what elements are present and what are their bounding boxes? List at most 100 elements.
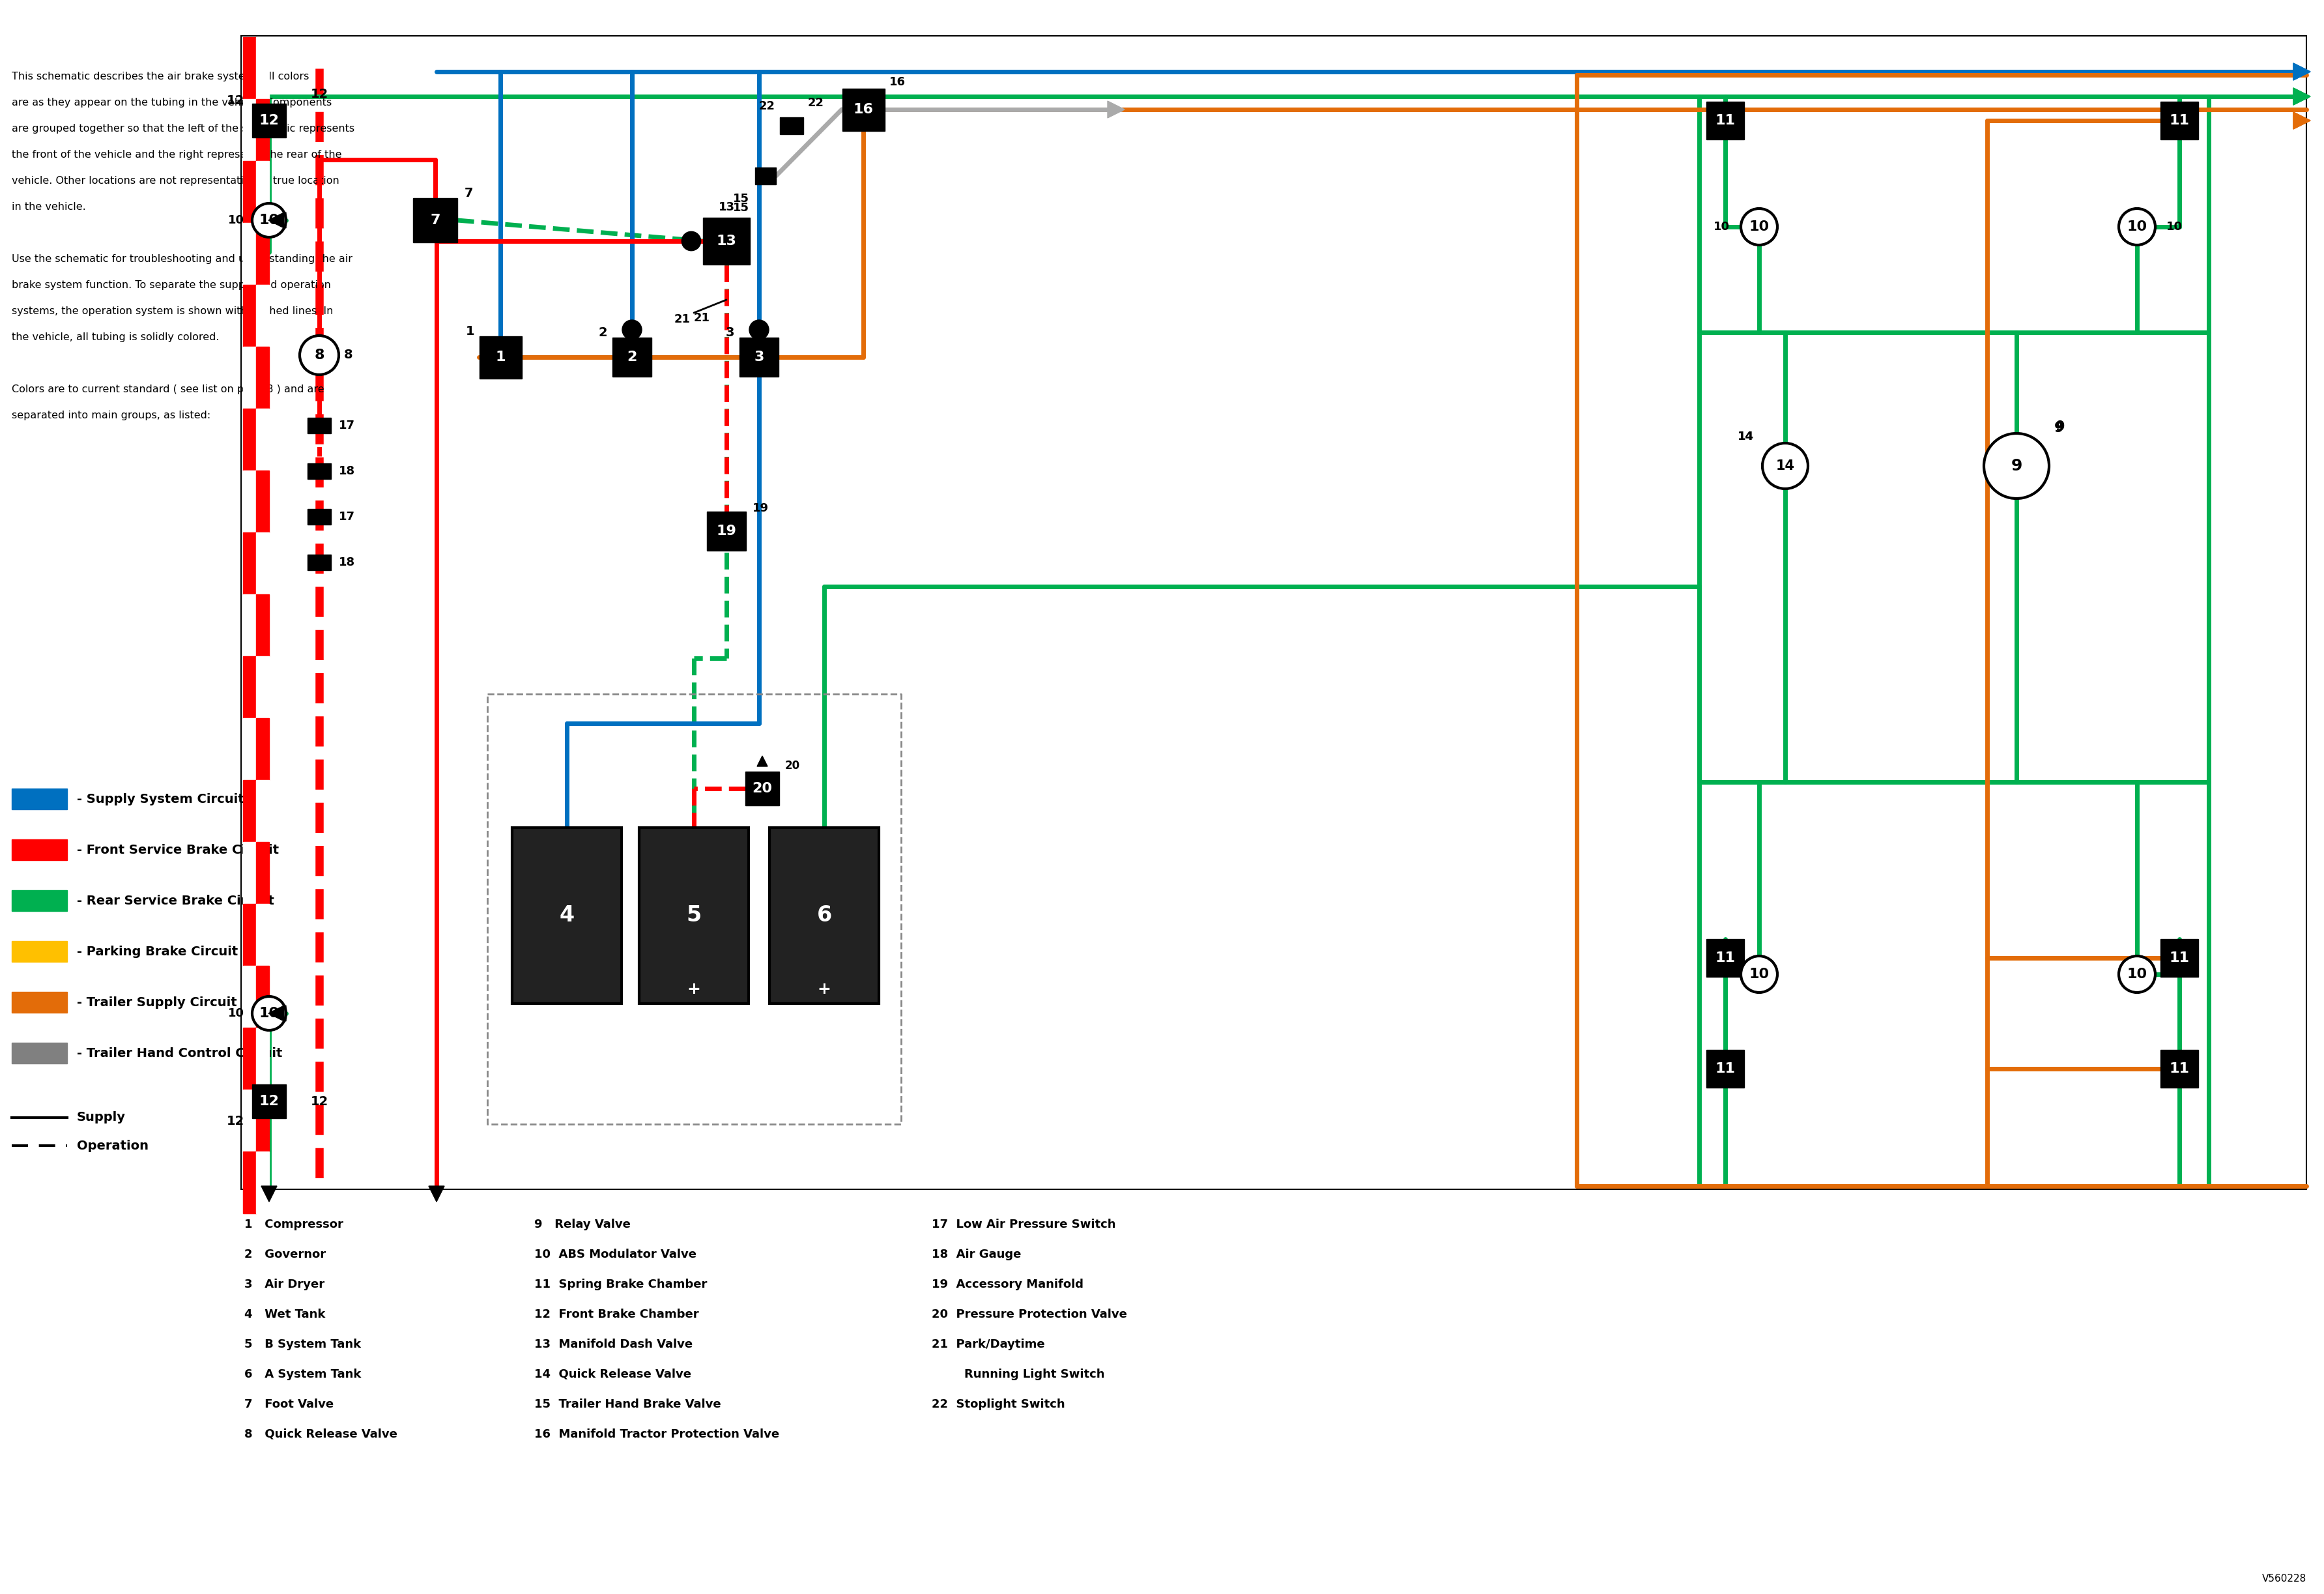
Bar xyxy=(251,1084,286,1119)
Bar xyxy=(639,827,748,1004)
Polygon shape xyxy=(428,1186,444,1202)
Text: 10: 10 xyxy=(2126,968,2147,980)
Circle shape xyxy=(1741,956,1778,993)
Bar xyxy=(244,408,256,470)
Bar xyxy=(244,1151,256,1213)
Bar xyxy=(414,198,458,242)
Text: 15: 15 xyxy=(732,193,748,204)
Polygon shape xyxy=(2294,112,2310,129)
Text: 5: 5 xyxy=(686,905,702,926)
Text: 10: 10 xyxy=(2126,220,2147,233)
Bar xyxy=(244,842,256,904)
Text: Running Light Switch: Running Light Switch xyxy=(932,1369,1104,1380)
Bar xyxy=(244,223,256,285)
Bar xyxy=(307,418,330,434)
Text: 1: 1 xyxy=(465,325,474,338)
Bar xyxy=(746,771,779,805)
Text: 12: 12 xyxy=(225,1114,244,1127)
Text: 12: 12 xyxy=(258,1095,279,1108)
Text: 7: 7 xyxy=(465,186,474,199)
Bar xyxy=(256,470,270,532)
Bar xyxy=(256,99,270,161)
Text: 12: 12 xyxy=(311,88,328,100)
Polygon shape xyxy=(2294,88,2310,105)
Polygon shape xyxy=(2294,64,2310,80)
Text: 22: 22 xyxy=(760,100,776,112)
Text: 10: 10 xyxy=(228,215,244,226)
Text: 11: 11 xyxy=(2168,952,2189,964)
Text: Use the schematic for troubleshooting and understanding the air: Use the schematic for troubleshooting an… xyxy=(12,253,353,265)
Text: 9: 9 xyxy=(2010,457,2022,473)
Text: 10: 10 xyxy=(2166,969,2182,980)
Bar xyxy=(12,840,67,861)
Text: Supply: Supply xyxy=(77,1111,125,1124)
Text: +: + xyxy=(688,982,700,998)
Bar xyxy=(256,779,270,842)
Circle shape xyxy=(251,996,286,1030)
Text: 2   Governor: 2 Governor xyxy=(244,1248,325,1261)
Polygon shape xyxy=(758,756,767,767)
Bar xyxy=(256,1090,270,1151)
Text: 6   A System Tank: 6 A System Tank xyxy=(244,1369,360,1380)
Bar xyxy=(244,595,256,657)
Bar xyxy=(242,35,2305,1189)
Text: 10: 10 xyxy=(1713,222,1729,233)
Bar xyxy=(1706,939,1743,977)
Text: 12: 12 xyxy=(225,94,244,107)
Text: 16: 16 xyxy=(853,104,874,116)
Bar xyxy=(841,89,885,131)
Text: 7: 7 xyxy=(430,214,439,226)
Text: 18: 18 xyxy=(339,556,356,569)
Text: 8: 8 xyxy=(314,349,325,362)
Circle shape xyxy=(1985,434,2050,499)
Bar xyxy=(781,118,804,134)
Text: 15: 15 xyxy=(732,202,748,214)
Text: 3: 3 xyxy=(725,327,734,338)
Text: 14: 14 xyxy=(1776,459,1794,472)
Bar xyxy=(244,719,256,779)
Polygon shape xyxy=(1109,100,1125,118)
Bar xyxy=(739,338,779,376)
Bar xyxy=(256,966,270,1028)
Bar xyxy=(244,161,256,223)
Text: 19: 19 xyxy=(716,524,737,537)
Text: the front of the vehicle and the right represents the rear of the: the front of the vehicle and the right r… xyxy=(12,150,342,159)
Bar xyxy=(12,1042,67,1063)
Bar xyxy=(256,904,270,966)
Circle shape xyxy=(2119,956,2154,993)
Text: 12: 12 xyxy=(311,1095,328,1108)
Bar xyxy=(244,966,256,1028)
Bar xyxy=(244,904,256,966)
Bar xyxy=(251,104,286,137)
Circle shape xyxy=(1741,209,1778,245)
Text: 10: 10 xyxy=(1713,969,1729,980)
Bar xyxy=(769,827,878,1004)
Text: 6: 6 xyxy=(816,905,832,926)
Text: 10: 10 xyxy=(1750,968,1769,980)
Bar xyxy=(702,218,751,265)
Bar xyxy=(256,842,270,904)
Text: are grouped together so that the left of the schematic represents: are grouped together so that the left of… xyxy=(12,124,356,134)
Bar xyxy=(256,532,270,595)
Text: 9   Relay Valve: 9 Relay Valve xyxy=(535,1219,630,1231)
Text: 19: 19 xyxy=(753,502,769,515)
Text: +: + xyxy=(818,982,832,998)
Text: 3   Air Dryer: 3 Air Dryer xyxy=(244,1278,325,1290)
Bar xyxy=(1706,1050,1743,1087)
Bar xyxy=(307,508,330,524)
Text: 17: 17 xyxy=(339,512,356,523)
Bar xyxy=(706,512,746,550)
Text: 11: 11 xyxy=(2168,1062,2189,1076)
Text: 7   Foot Valve: 7 Foot Valve xyxy=(244,1398,335,1411)
Text: 1   Compressor: 1 Compressor xyxy=(244,1219,344,1231)
Bar xyxy=(256,408,270,470)
Text: 20: 20 xyxy=(786,760,799,771)
Bar xyxy=(244,779,256,842)
Text: 9: 9 xyxy=(2054,422,2064,435)
Text: - Supply System Circuit: - Supply System Circuit xyxy=(77,792,244,805)
Bar xyxy=(244,1090,256,1151)
Text: - Trailer Hand Control Circuit: - Trailer Hand Control Circuit xyxy=(77,1047,281,1060)
Text: 21: 21 xyxy=(674,314,690,325)
Bar xyxy=(307,464,330,478)
Text: 8: 8 xyxy=(344,349,353,362)
